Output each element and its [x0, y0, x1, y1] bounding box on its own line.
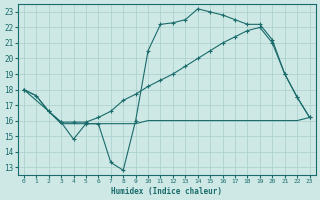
X-axis label: Humidex (Indice chaleur): Humidex (Indice chaleur): [111, 187, 222, 196]
